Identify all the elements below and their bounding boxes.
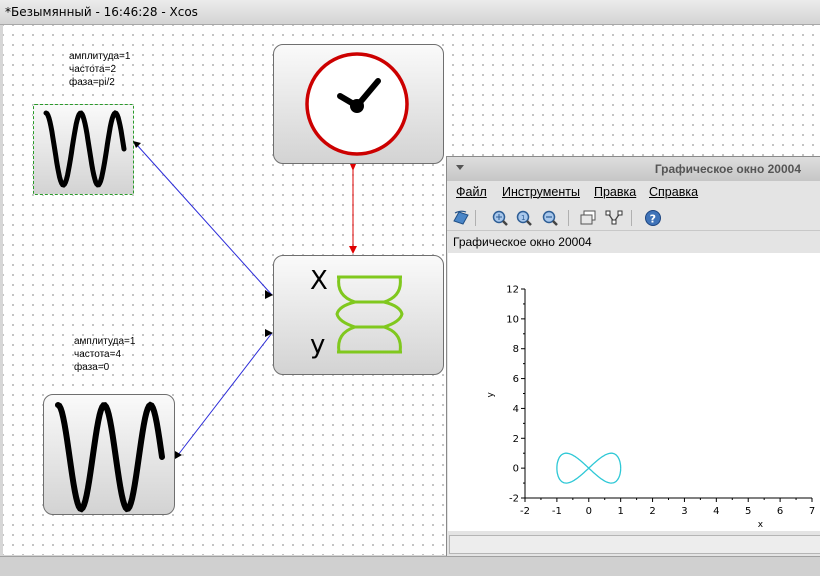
sine1-params: амплитуда=1 частота=2 фаза=pi/2 xyxy=(69,50,130,89)
sine1-amplitude-label: амплитуда=1 xyxy=(69,51,131,62)
sine-wave-icon xyxy=(43,110,127,188)
sine1-phase-label: фаза=pi/2 xyxy=(69,77,115,88)
figure-label: Графическое окно 20004 xyxy=(453,235,592,249)
sine-wave-icon xyxy=(55,401,165,513)
clock-icon xyxy=(305,52,409,156)
y-tick-label: 0 xyxy=(513,464,519,475)
x-tick-label: 5 xyxy=(745,506,751,517)
data-link-1[interactable] xyxy=(136,144,273,296)
window-menu-icon[interactable] xyxy=(456,165,464,170)
datatip-icon[interactable] xyxy=(579,209,597,227)
menu-tools[interactable]: Инструменты xyxy=(502,185,580,199)
y-axis-label: y xyxy=(486,392,496,398)
xy-scope-icon xyxy=(335,275,404,354)
y-tick-label: 12 xyxy=(506,285,519,296)
lissajous-curve xyxy=(556,452,622,484)
x-tick-label: -1 xyxy=(552,506,562,517)
data-link-2[interactable] xyxy=(177,332,273,456)
x-axis-label: x xyxy=(758,520,764,530)
graphic-window-title: Графическое окно 20004 xyxy=(654,162,801,176)
event-input-port[interactable] xyxy=(349,246,357,254)
window-titlebar[interactable]: *Безымянный - 16:46:28 - Xcos xyxy=(0,0,820,25)
clock-block[interactable] xyxy=(273,44,444,164)
sine1-frequency-label: частота=2 xyxy=(69,64,117,75)
svg-text:1: 1 xyxy=(521,214,525,222)
y-tick-label: 2 xyxy=(513,434,519,445)
menu-help[interactable]: Справка xyxy=(649,185,699,199)
menu-edit[interactable]: Правка xyxy=(594,185,637,199)
toolbar: 1 ? xyxy=(447,206,820,231)
y-tick-label: 8 xyxy=(513,344,519,355)
window-title: *Безымянный - 16:46:28 - Xcos xyxy=(5,5,198,19)
graphic-window[interactable]: Графическое окно 20004 Файл Инструменты … xyxy=(446,156,820,556)
svg-text:?: ? xyxy=(650,213,656,226)
zoom-fit-icon[interactable]: 1 xyxy=(515,209,533,227)
sine2-phase-label: фаза=0 xyxy=(74,362,110,373)
help-icon[interactable]: ? xyxy=(644,209,662,227)
output-port-2[interactable] xyxy=(175,451,182,459)
x-tick-label: 6 xyxy=(777,506,783,517)
sine2-params: амплитуда=1 частота=4 фаза=0 xyxy=(74,335,135,374)
x-tick-label: 7 xyxy=(809,506,815,517)
graphic-window-titlebar[interactable]: Графическое окно 20004 xyxy=(447,157,820,181)
output-port-1[interactable] xyxy=(133,141,141,148)
sine-generator-block-1[interactable] xyxy=(33,104,134,195)
sine-generator-block-2[interactable] xyxy=(43,394,175,515)
sine2-amplitude-label: амплитуда=1 xyxy=(74,336,136,347)
xy-scope-block[interactable]: X у xyxy=(273,255,444,375)
xcos-statusbar xyxy=(0,556,820,576)
x-tick-label: 0 xyxy=(586,506,592,517)
menubar: Файл Инструменты Правка Справка xyxy=(447,182,820,204)
y-tick-label: -2 xyxy=(509,494,519,505)
input-port-x[interactable] xyxy=(265,290,273,299)
graphic-window-statusbar xyxy=(449,535,820,554)
scope-x-label: X xyxy=(310,266,328,296)
y-tick-label: 10 xyxy=(506,314,519,325)
x-tick-label: 3 xyxy=(681,506,687,517)
edit-curve-icon[interactable] xyxy=(605,209,623,227)
zoom-out-icon[interactable] xyxy=(541,209,559,227)
rotate-icon[interactable] xyxy=(452,209,470,227)
clock-output-port[interactable] xyxy=(350,164,356,171)
x-tick-label: 4 xyxy=(713,506,719,517)
zoom-in-icon[interactable] xyxy=(491,209,509,227)
scope-y-label: у xyxy=(310,330,326,360)
plot-area[interactable]: -2 0 2 4 6 8 10 12 -2 -1 0 1 2 3 4 5 6 7 y x xyxy=(448,253,820,531)
menu-file[interactable]: Файл xyxy=(456,185,487,199)
x-tick-label: 2 xyxy=(649,506,655,517)
x-tick-label: -2 xyxy=(520,506,530,517)
sine2-frequency-label: частота=4 xyxy=(74,349,122,360)
x-tick-label: 1 xyxy=(617,506,623,517)
input-port-y[interactable] xyxy=(265,329,273,337)
y-tick-label: 6 xyxy=(513,374,519,385)
y-tick-label: 4 xyxy=(513,404,519,415)
